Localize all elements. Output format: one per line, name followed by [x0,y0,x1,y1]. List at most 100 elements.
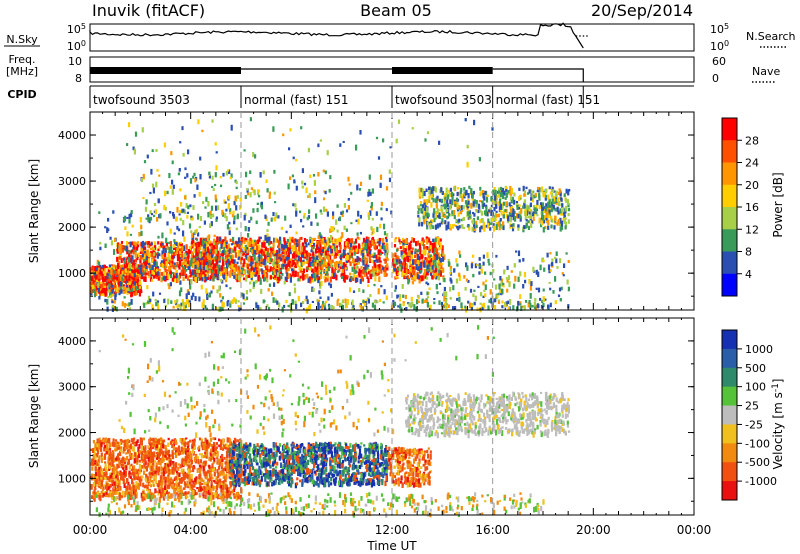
data-cell [420,221,424,227]
data-cell [206,295,209,300]
data-cell [228,253,231,256]
data-cell [297,278,300,282]
data-cell [318,276,321,280]
data-cell [145,268,148,272]
data-cell [120,241,124,245]
nave-label: Nave [752,65,780,78]
data-cell [182,152,185,157]
data-cell [370,253,373,256]
data-cell [425,281,428,285]
data-cell [297,295,300,302]
data-cell [544,225,547,229]
data-cell [260,261,263,264]
data-cell [228,169,231,174]
data-cell [132,146,135,151]
data-cell [550,215,553,220]
data-cell [221,257,224,261]
data-cell [210,290,213,294]
data-cell [142,197,145,200]
data-cell [437,254,441,259]
data-cell [115,306,118,312]
data-cell [266,304,269,308]
data-cell [153,252,156,257]
data-cell [256,265,259,269]
data-cell [200,264,203,269]
data-cell [266,233,269,240]
data-cell [392,253,395,258]
data-cell [548,199,551,205]
data-cell [316,258,319,264]
data-cell [322,206,326,213]
data-cell [424,272,427,279]
data-cell [432,260,435,267]
data-cell [426,276,429,280]
data-cell [136,246,139,251]
data-cell [181,299,184,302]
data-cell [352,245,355,250]
data-cell [278,253,281,258]
data-cell [345,228,348,232]
data-cell [195,228,198,234]
data-cell [437,265,440,270]
data-cell [430,266,433,272]
data-cell [547,225,550,230]
data-cell [168,173,171,179]
data-cell [263,248,266,253]
data-cell [182,230,185,237]
data-cell [384,249,387,256]
data-cell [443,286,446,292]
data-cell [241,274,244,277]
data-cell [333,246,337,252]
data-cell [449,296,452,300]
data-cell [238,275,241,281]
data-cell [188,246,191,251]
data-cell [458,250,461,255]
freq-line [492,68,584,82]
data-cell [553,225,556,230]
data-cell [192,292,195,297]
data-cell [442,221,445,225]
data-cell [215,218,218,222]
data-cell [557,192,560,196]
data-cell [356,248,359,252]
data-cell [415,306,418,312]
data-cell [486,194,489,197]
data-cell [176,277,179,283]
data-cell [247,192,250,196]
data-cell [106,273,109,277]
data-cell [531,304,534,308]
data-cell [331,276,334,279]
data-cell [169,245,173,251]
data-cell [552,290,555,294]
data-cell [341,232,344,238]
data-cell [94,483,97,487]
data-cell [307,305,311,311]
data-cell [376,238,379,244]
cpid-segment-label: normal (fast) 151 [244,93,348,107]
data-cell [424,248,427,255]
data-cell [222,239,225,246]
colorbar-swatch [722,140,737,163]
data-cell [226,169,230,172]
data-cell [312,254,315,258]
data-cell [380,285,383,288]
data-cell [375,254,378,259]
data-cell [497,221,500,227]
data-cell [272,297,275,303]
data-cell [153,203,157,206]
data-cell [245,276,248,282]
data-cell [406,275,409,280]
data-cell [104,268,107,273]
data-cell [410,240,413,244]
data-cell [262,269,265,273]
data-cell [335,219,338,225]
power-cells [90,117,571,314]
data-cell [232,236,235,242]
data-cell [426,226,429,230]
data-cell [476,216,479,221]
freq-block [392,67,493,74]
data-cell [477,285,480,288]
data-cell [521,305,524,308]
data-cell [179,248,182,252]
data-cell [451,199,454,206]
